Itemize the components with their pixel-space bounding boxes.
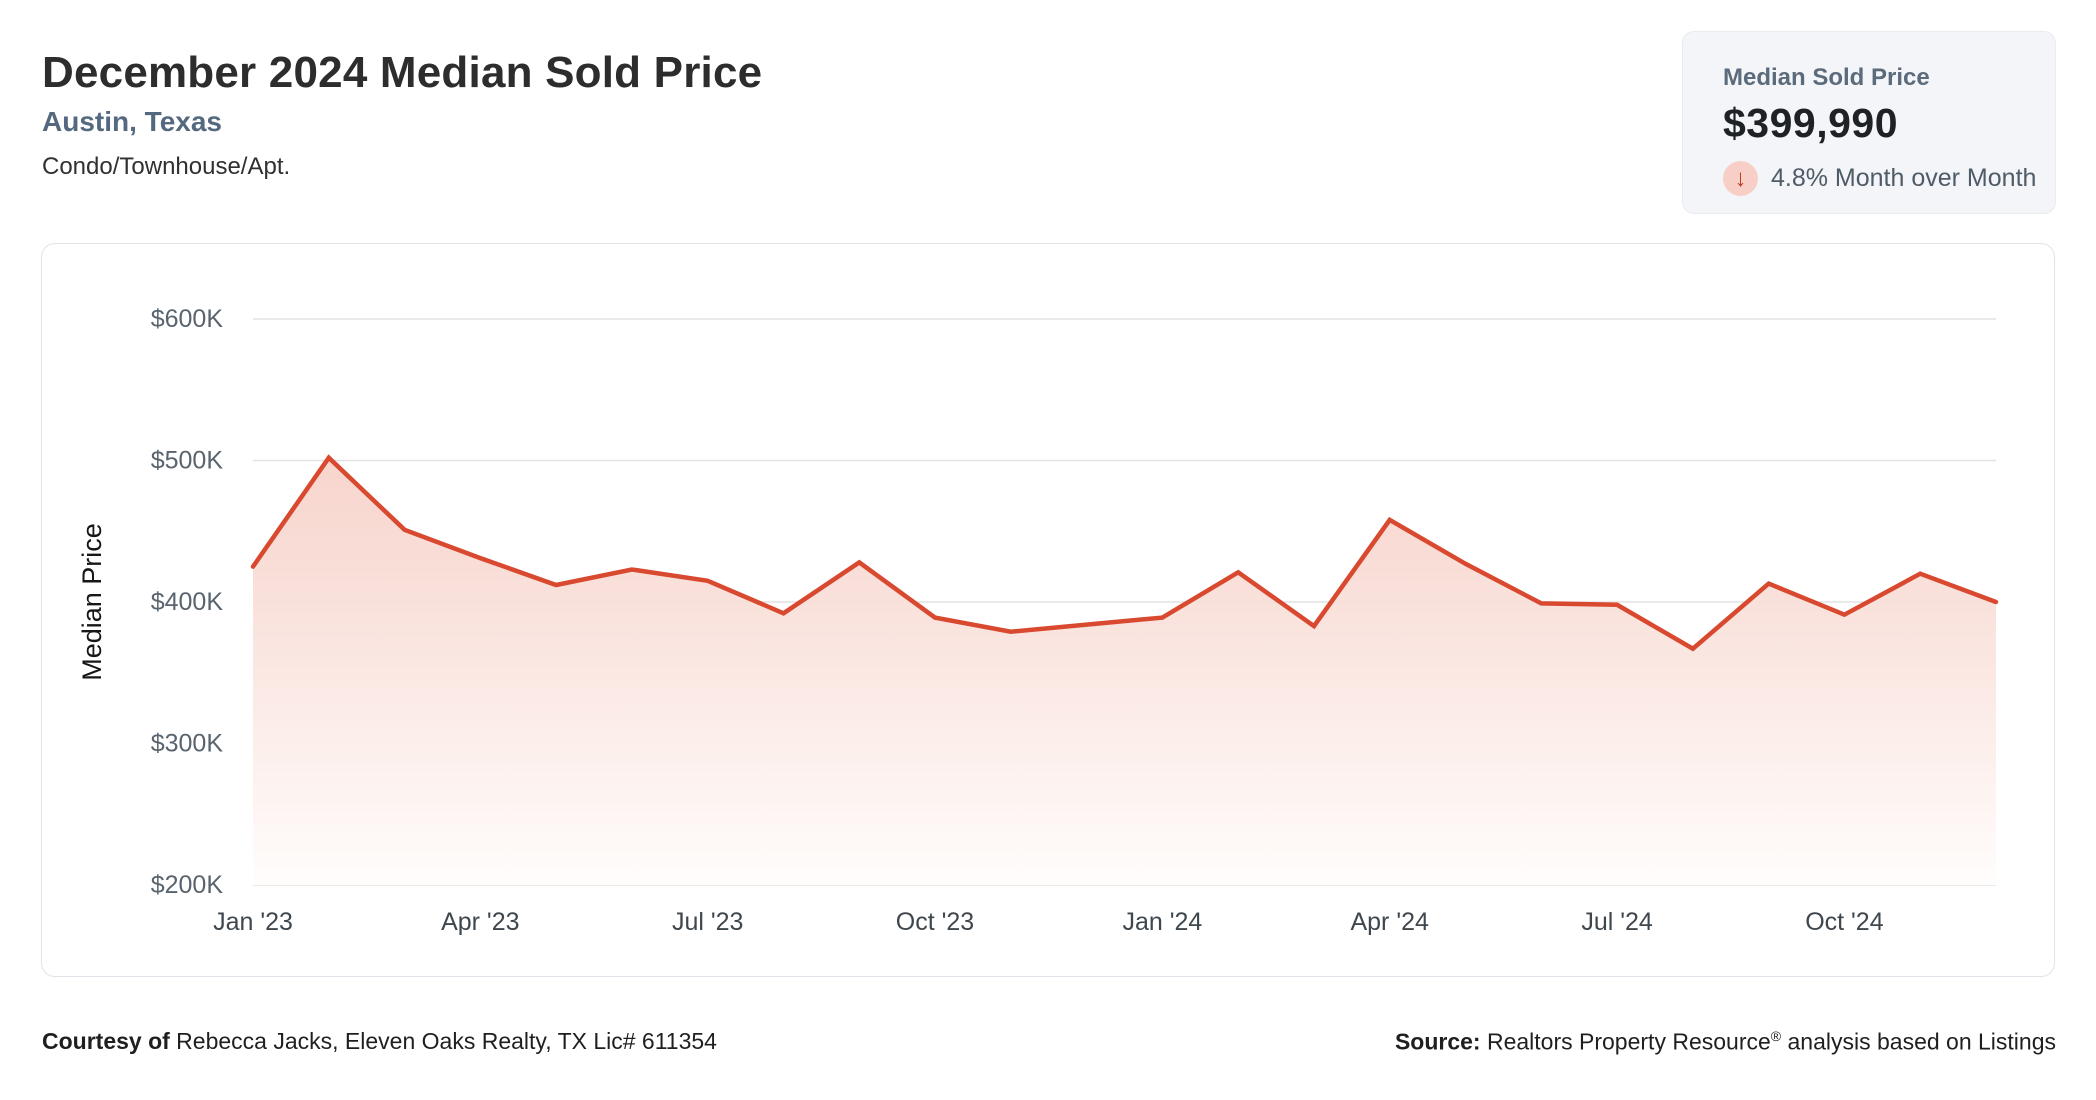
x-tick-label: Oct '23	[896, 908, 974, 936]
x-tick-label: Jan '24	[1122, 908, 1202, 936]
month-over-month-change: ↓ 4.8% Month over Month	[1723, 161, 2055, 196]
y-tick-label: $300K	[151, 730, 224, 758]
x-tick-label: Apr '23	[441, 908, 519, 936]
footer-courtesy: Courtesy of Rebecca Jacks, Eleven Oaks R…	[42, 1028, 717, 1056]
x-tick-label: Jul '23	[672, 908, 743, 936]
chart-card: $600K $500K $400K $300K $200K Jan '23 Apr '23 J…	[41, 243, 2055, 977]
trend-area	[253, 457, 1996, 885]
registered-mark: ®	[1770, 1028, 1782, 1044]
page-title: December 2024 Median Sold Price	[42, 48, 763, 97]
stat-card-label: Median Sold Price	[1723, 64, 1930, 91]
down-arrow-badge: ↓	[1723, 161, 1758, 196]
footer: Courtesy of Rebecca Jacks, Eleven Oaks R…	[42, 1028, 2056, 1056]
y-tick-label: $400K	[151, 588, 224, 616]
footer-source: Source: Realtors Property Resource® anal…	[1395, 1028, 2056, 1056]
median-sold-price-value: $399,990	[1723, 100, 1899, 146]
x-tick-label: Apr '24	[1350, 908, 1429, 936]
y-tick-label: $200K	[151, 871, 224, 899]
change-text: 4.8% Month over Month	[1771, 164, 2037, 192]
source-text: Realtors Property Resource	[1480, 1028, 1771, 1055]
median-price-stat-card: Median Sold Price $399,990 ↓ 4.8% Month …	[1682, 31, 2056, 214]
courtesy-text: Rebecca Jacks, Eleven Oaks Realty, TX Li…	[169, 1028, 717, 1054]
courtesy-label: Courtesy of	[42, 1028, 170, 1054]
y-tick-label: $600K	[151, 305, 224, 333]
trend-line	[250, 454, 1999, 652]
x-tick-label: Jul '24	[1581, 908, 1653, 936]
location-subtitle: Austin, Texas	[42, 106, 222, 137]
y-axis-title: Median Price	[77, 523, 107, 681]
down-arrow-icon: ↓	[1734, 164, 1747, 192]
price-trend-chart[interactable]: $600K $500K $400K $300K $200K Jan '23 Apr '23 J…	[42, 244, 2054, 976]
source-text-after: analysis based on Listings	[1781, 1028, 2056, 1055]
x-tick-label: Jan '23	[213, 908, 293, 936]
y-tick-label: $500K	[151, 447, 224, 475]
x-tick-label: Oct '24	[1805, 908, 1884, 936]
property-type-label: Condo/Townhouse/Apt.	[42, 153, 291, 180]
source-label: Source:	[1394, 1028, 1481, 1055]
